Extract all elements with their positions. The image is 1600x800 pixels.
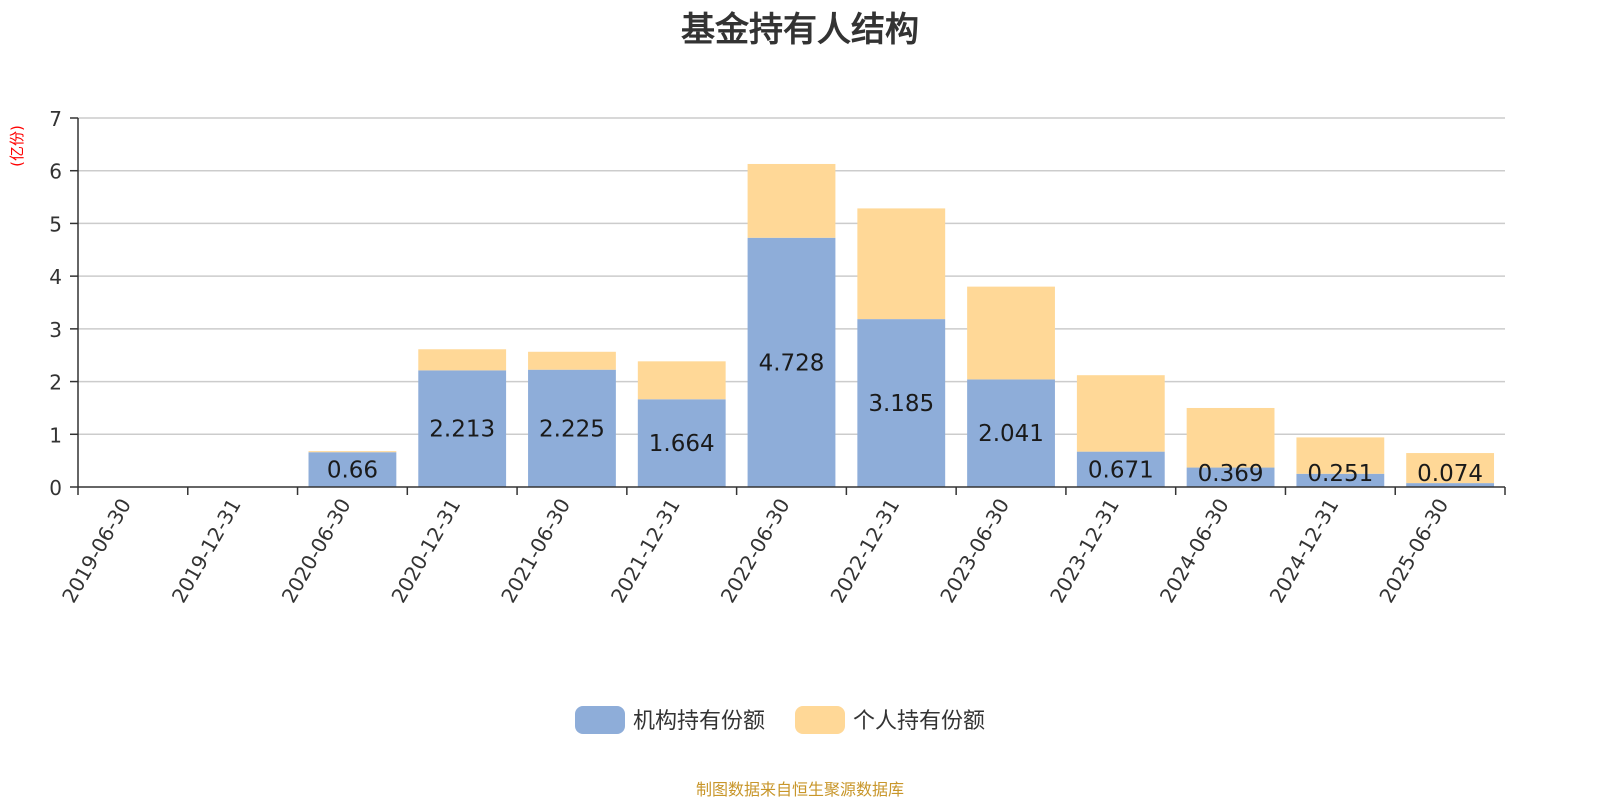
x-tick-label: 2023-06-30 xyxy=(935,494,1014,607)
chart-title: 基金持有人结构 xyxy=(681,10,919,50)
y-tick-label: 0 xyxy=(49,476,62,500)
legend[interactable]: 机构持有份额 个人持有份额 xyxy=(575,706,985,734)
bar-individual xyxy=(418,349,507,371)
bar-value-label: 0.251 xyxy=(1307,461,1373,487)
bar-institutional xyxy=(857,319,946,487)
bar-individual xyxy=(308,451,397,453)
x-tick-label: 2023-12-31 xyxy=(1045,494,1124,607)
legend-label: 机构持有份额 xyxy=(633,709,765,734)
bar-value-label: 4.728 xyxy=(759,350,825,376)
bar-institutional xyxy=(1186,467,1275,487)
y-tick-label: 1 xyxy=(49,423,62,447)
y-tick-label: 7 xyxy=(49,107,62,131)
bar-institutional xyxy=(1076,451,1165,487)
y-tick-label: 6 xyxy=(49,160,62,184)
bar-institutional xyxy=(528,369,616,487)
bar-individual xyxy=(857,208,946,320)
data-source-note: 制图数据来自恒生聚源数据库 xyxy=(695,780,904,799)
bar-value-label: 2.213 xyxy=(429,417,495,443)
bar-value-label: 0.369 xyxy=(1198,461,1264,487)
bar-value-label: 3.185 xyxy=(868,391,934,417)
bar-value-label: 0.66 xyxy=(327,458,378,484)
bar-institutional xyxy=(308,452,397,487)
legend-swatch xyxy=(795,706,845,734)
y-tick-label: 3 xyxy=(49,318,62,342)
y-tick-label: 5 xyxy=(49,212,62,236)
x-tick-label: 2021-06-30 xyxy=(496,494,575,607)
y-tick-label: 2 xyxy=(49,371,62,395)
x-tick-label: 2021-12-31 xyxy=(606,494,685,607)
x-tick-label: 2020-12-31 xyxy=(386,494,465,607)
y-tick-label: 4 xyxy=(49,265,62,289)
legend-item[interactable]: 个人持有份额 xyxy=(795,706,985,734)
bar-value-label: 0.671 xyxy=(1088,457,1154,483)
y-axis-unit-label: (亿份) xyxy=(8,125,26,167)
bar-institutional xyxy=(418,370,507,487)
bar-institutional xyxy=(967,379,1055,487)
bar-individual xyxy=(747,163,836,238)
bar-individual xyxy=(967,286,1055,380)
bar-value-label: 0.074 xyxy=(1417,461,1483,487)
bar-institutional xyxy=(1406,483,1495,487)
x-tick-label: 2024-12-31 xyxy=(1265,494,1344,607)
legend-item[interactable]: 机构持有份额 xyxy=(575,706,765,734)
bar-institutional xyxy=(747,237,836,487)
x-tick-label: 2024-06-30 xyxy=(1155,494,1234,607)
bar-individual xyxy=(1186,407,1275,468)
x-tick-label: 2019-06-30 xyxy=(57,494,136,607)
bar-individual xyxy=(1076,375,1165,452)
x-tick-label: 2022-12-31 xyxy=(825,494,904,607)
x-tick-label: 2022-06-30 xyxy=(716,494,795,607)
x-tick-label: 2019-12-31 xyxy=(167,494,246,607)
bar-value-label: 2.225 xyxy=(539,416,605,442)
bar-institutional xyxy=(1296,473,1385,487)
legend-label: 个人持有份额 xyxy=(853,709,985,734)
bar-institutional xyxy=(637,399,726,487)
bars xyxy=(308,163,1495,487)
bar-individual xyxy=(1296,437,1385,474)
bar-value-label: 1.664 xyxy=(649,431,715,457)
bar-individual xyxy=(1406,453,1495,484)
legend-swatch xyxy=(575,706,625,734)
bar-individual xyxy=(637,361,726,400)
bar-labels: 0.66 2.213 2.225 1.664 4.728 3.185 2.041 0.671 0… xyxy=(327,350,1483,487)
bar-individual xyxy=(528,351,616,370)
x-tick-label: 2020-06-30 xyxy=(277,494,356,607)
bar-value-label: 2.041 xyxy=(978,421,1044,447)
x-tick-label: 2025-06-30 xyxy=(1374,494,1453,607)
